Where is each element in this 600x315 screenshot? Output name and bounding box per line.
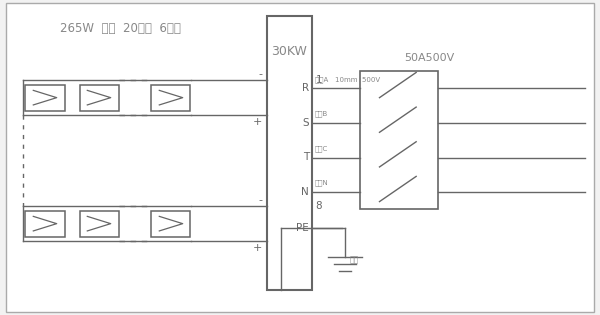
Text: -: - [258, 69, 262, 79]
Text: 地线: 地线 [350, 255, 359, 264]
Text: 1: 1 [316, 75, 322, 85]
Bar [360, 71, 438, 209]
Bar [79, 85, 119, 111]
Bar [151, 211, 190, 237]
Text: 相线A   10mm  500V: 相线A 10mm 500V [315, 76, 380, 83]
Text: T: T [303, 152, 309, 163]
Text: R: R [302, 83, 309, 93]
Text: 265W  组件  20串联  6并联: 265W 组件 20串联 6并联 [59, 22, 181, 35]
Bar [79, 211, 119, 237]
Text: +: + [253, 243, 262, 253]
Text: 30KW: 30KW [272, 45, 307, 59]
Text: PE: PE [296, 223, 309, 233]
Text: 8: 8 [316, 201, 322, 211]
Text: +: + [253, 117, 262, 127]
Bar [25, 211, 65, 237]
Text: -: - [258, 195, 262, 205]
Text: 50A500V: 50A500V [404, 53, 454, 63]
Text: S: S [302, 118, 309, 128]
Bar [25, 85, 65, 111]
Text: N: N [301, 187, 309, 197]
Text: 相线B: 相线B [315, 111, 328, 117]
Bar [151, 85, 190, 111]
Text: 零线N: 零线N [315, 180, 329, 186]
Text: 相线C: 相线C [315, 145, 328, 152]
Bar [267, 16, 312, 290]
